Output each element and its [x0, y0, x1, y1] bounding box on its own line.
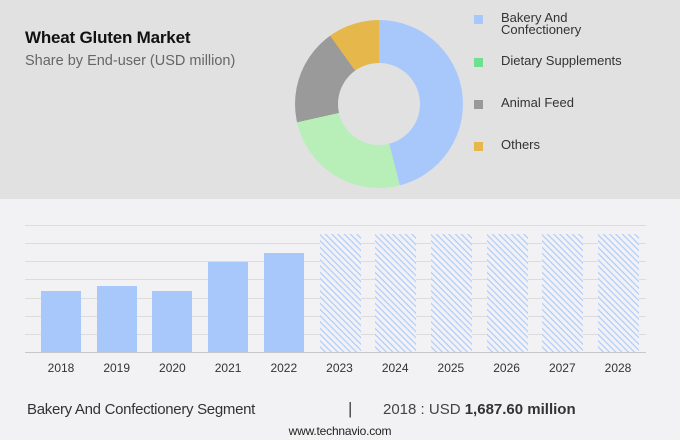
bar-2019: [96, 286, 137, 352]
bar-2022: [263, 252, 304, 352]
legend-swatch-icon: [474, 15, 483, 24]
bar-2026: [486, 234, 528, 352]
donut-hole: [338, 63, 420, 145]
x-axis-label: 2023: [326, 361, 353, 375]
legend-swatch-icon: [474, 100, 483, 109]
chart-title: Wheat Gluten Market: [25, 28, 191, 47]
x-axis-label: 2020: [159, 361, 186, 375]
x-axis-label: 2022: [270, 361, 298, 375]
x-axis-label: 2026: [493, 361, 520, 375]
x-axis-label: 2021: [214, 361, 242, 375]
bar-2028: [598, 234, 639, 352]
x-axis-label: 2028: [604, 361, 632, 375]
bar-chart: 2018 2019 2020 2021 2022 2023 2024 2025 2026 2027…: [0, 199, 680, 389]
legend-label: Animal Feed: [501, 95, 574, 110]
legend-label: Bakery And Confectionery: [501, 10, 582, 37]
bar-2024: [375, 234, 417, 352]
legend-swatch-icon: [474, 142, 483, 151]
footer-separator: |: [348, 399, 353, 418]
bar-2027: [542, 234, 584, 352]
legend-swatch-icon: [474, 58, 483, 67]
bar-2023: [319, 234, 361, 352]
x-axis-label: 2019: [103, 361, 131, 375]
bar-2025: [430, 234, 472, 352]
x-axis-label: 2027: [548, 361, 576, 375]
bar-2018: [41, 290, 81, 352]
x-axis-line: [25, 352, 646, 353]
bar-2021: [208, 261, 249, 352]
legend-label: Dietary Supplements: [501, 53, 622, 68]
segment-value: 2018 : USD 1,687.60 million: [383, 401, 576, 418]
x-axis-label: 2018: [47, 361, 75, 375]
x-axis-label: 2024: [381, 361, 409, 375]
bar-2020: [152, 290, 193, 352]
x-axis-label: 2025: [437, 361, 465, 375]
gridline: [25, 225, 646, 226]
source-url: www.technavio.com: [288, 424, 392, 438]
legend-label: Others: [501, 137, 541, 152]
chart-subtitle: Share by End-user (USD million): [25, 53, 236, 69]
segment-label: Bakery And Confectionery Segment: [27, 401, 256, 418]
